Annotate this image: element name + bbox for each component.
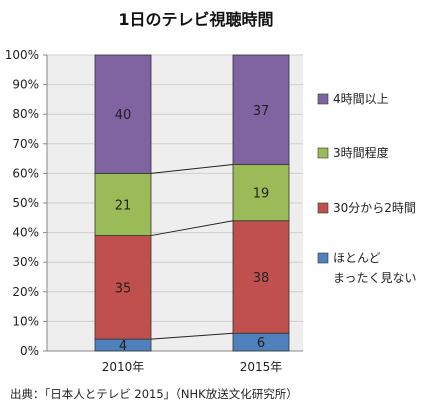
y-tick-label: 50% [12,196,39,210]
y-tick-label: 90% [12,78,39,92]
data-label: 6 [257,336,265,351]
data-label: 37 [253,104,270,119]
source-note: 出典：｢日本人とテレビ 2015｣（NHK放送文化研究所） [10,387,298,401]
y-tick-label: 100% [5,48,39,62]
data-label: 35 [115,281,132,296]
y-tick-label: 60% [12,166,39,180]
legend-label: まったく見ない [333,271,417,285]
legend-swatch [317,252,329,264]
legend-label: ほとんど [333,251,381,265]
series-connector-line [150,220,234,237]
data-label: 19 [253,187,270,202]
bar-segment [232,164,290,222]
y-tick-label: 40% [12,226,39,240]
legend-swatch [317,93,329,105]
x-tick-label: 2015年 [240,360,283,374]
legend-label: 30分から2時間 [333,201,416,215]
y-tick-label: 0% [20,344,39,358]
x-tick-label: 2010年 [102,360,145,374]
bar-segment [94,54,152,174]
bar-segment [94,172,152,236]
y-tick-label: 10% [12,314,39,328]
legend-swatch [317,202,329,214]
data-label: 4 [119,339,127,354]
y-tick-label: 80% [12,107,39,121]
data-label: 40 [115,108,132,123]
chart-title: 1日のテレビ視聴時間 [118,10,273,29]
series-connector-line [150,332,234,340]
legend-swatch [317,147,329,159]
bar-segment [94,235,152,340]
y-tick-label: 70% [12,137,39,151]
series-connector-line [150,164,234,174]
bar-segment [232,220,290,334]
data-label: 38 [253,271,270,286]
legend-label: 3時間程度 [333,145,389,160]
plot-area: 0% 10% 20% 30% 40% 50% 60% 70% 80% 90% 100% 4 35 21 40… [5,48,303,374]
y-tick-label: 30% [12,255,39,269]
legend-label: 4時間以上 [333,92,389,106]
bar-segment [232,54,290,165]
data-label: 21 [115,198,132,213]
y-tick-label: 20% [12,285,39,299]
